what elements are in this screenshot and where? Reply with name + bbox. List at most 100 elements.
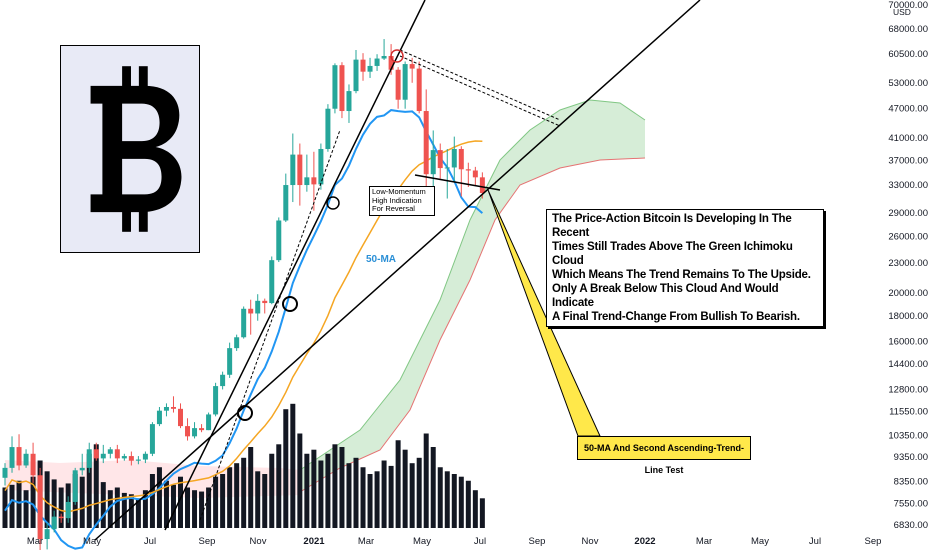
candle-body — [353, 59, 359, 92]
candle-body — [479, 177, 485, 194]
volume-bar — [30, 476, 36, 528]
candle-body — [269, 260, 275, 304]
candle-body — [360, 59, 366, 72]
volume-bar — [241, 457, 247, 528]
ma50-label: 50-MA — [366, 254, 397, 265]
ma200-line — [4, 140, 483, 513]
volume-bar — [163, 480, 169, 528]
candle-body — [332, 65, 338, 109]
candle-body — [206, 414, 212, 431]
volume-bar — [311, 449, 317, 528]
volume-bar — [325, 453, 331, 528]
momentum-note-line: For Reversal — [372, 204, 415, 213]
x-tick-label: May — [83, 536, 101, 547]
candle-body — [72, 470, 78, 502]
volume-bar — [234, 463, 240, 528]
candle-body — [402, 64, 408, 100]
y-axis: 70000.00 60500.00 53000.00 47000.00 41000.00… — [888, 0, 928, 531]
candle-body — [248, 308, 254, 314]
candle-body — [44, 529, 50, 540]
x-tick-label: May — [413, 536, 431, 547]
volume-bar — [437, 467, 443, 528]
y-tick-label: 16000.00 — [888, 336, 928, 347]
candle-body — [381, 56, 387, 59]
volume-bar — [269, 453, 275, 528]
candle-body — [388, 56, 394, 70]
candle-body — [199, 428, 205, 431]
volume-bar — [16, 480, 22, 528]
candle-body — [170, 406, 176, 409]
volume-bar — [206, 487, 212, 528]
candle-body — [114, 449, 120, 459]
candle-body — [9, 447, 15, 468]
volume-bar — [388, 465, 394, 528]
candle-body — [178, 408, 183, 427]
bitcoin-icon — [90, 66, 182, 232]
candle-body — [23, 453, 29, 466]
candle-body — [283, 185, 289, 221]
y-tick-label: 12800.00 — [888, 384, 928, 395]
candle-body — [65, 501, 71, 519]
volume-bar — [353, 457, 359, 528]
volume-bar — [423, 433, 429, 528]
dashed-trendline — [199, 129, 341, 521]
volume-bar — [114, 487, 120, 528]
volume-bar — [332, 444, 338, 528]
volume-bar — [9, 484, 15, 528]
candle-body — [192, 428, 198, 437]
y-tick-label: 26000.00 — [888, 231, 928, 242]
candle-body — [142, 453, 148, 460]
neckline — [414, 174, 501, 191]
volume-bar — [458, 476, 464, 528]
volume-bar — [297, 433, 303, 528]
y-tick-label: 53000.00 — [888, 78, 928, 89]
volume-bar — [276, 444, 282, 528]
volume-bar — [430, 447, 436, 528]
candle-body — [255, 300, 261, 314]
candle-body — [416, 68, 422, 112]
volume-bar — [444, 471, 450, 528]
volume-bar — [451, 474, 457, 528]
x-tick-label: Sep — [199, 536, 216, 547]
candle-body — [213, 386, 219, 415]
candlesticks — [2, 39, 485, 550]
candle-body — [93, 449, 99, 459]
candle-body — [311, 177, 317, 185]
volume-bar — [79, 476, 85, 528]
volume-bar — [262, 474, 268, 528]
x-tick-label: Sep — [529, 536, 546, 547]
analysis-note: The Price-Action Bitcoin Is Developing I… — [546, 209, 824, 327]
volume-bar — [360, 467, 366, 528]
candle-body — [304, 177, 310, 186]
volume-bar — [58, 487, 64, 528]
y-tick-label: 11550.00 — [889, 407, 928, 418]
test-marker — [326, 196, 340, 210]
candle-body — [135, 459, 141, 461]
candle-body — [465, 169, 471, 171]
candle-body — [374, 58, 380, 66]
candle-body — [220, 374, 226, 387]
analysis-note-line: Only A Break Below This Cloud And Would … — [552, 283, 779, 309]
candle-body — [290, 154, 296, 186]
cloud-span-b — [299, 157, 646, 493]
candle-body — [30, 453, 36, 476]
analysis-note-line: A Final Trend-Change From Bullish To Bea… — [552, 311, 800, 323]
volume-bar — [44, 471, 50, 528]
candle-body — [234, 337, 240, 349]
candle-body — [451, 148, 457, 168]
candle-body — [276, 220, 282, 261]
x-tick-label: Mar — [27, 536, 43, 547]
analysis-note-line: The Price-Action Bitcoin Is Developing I… — [552, 213, 792, 239]
test-marker — [237, 405, 253, 421]
candle-body — [128, 456, 134, 461]
volume-bar — [395, 440, 401, 528]
x-tick-label: Sep — [865, 536, 882, 547]
x-tick-label: Jul — [474, 536, 486, 547]
volume-bar — [472, 490, 478, 528]
volume-bar — [409, 463, 415, 528]
candle-body — [346, 91, 352, 112]
volume-bar — [381, 460, 387, 528]
momentum-note: Low-Momentum High Indication For Reversa… — [369, 186, 435, 216]
volume-bar — [479, 498, 485, 528]
